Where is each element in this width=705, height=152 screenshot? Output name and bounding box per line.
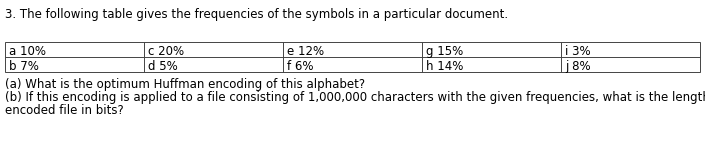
Text: i 3%: i 3% xyxy=(565,45,591,58)
Text: 3. The following table gives the frequencies of the symbols in a particular docu: 3. The following table gives the frequen… xyxy=(5,8,508,21)
Text: c 20%: c 20% xyxy=(148,45,184,58)
Text: b 7%: b 7% xyxy=(9,60,39,73)
Text: a 10%: a 10% xyxy=(9,45,46,58)
Text: encoded file in bits?: encoded file in bits? xyxy=(5,104,124,117)
Text: g 15%: g 15% xyxy=(426,45,463,58)
Text: (a) What is the optimum Huffman encoding of this alphabet?: (a) What is the optimum Huffman encoding… xyxy=(5,78,365,91)
Text: j 8%: j 8% xyxy=(565,60,591,73)
Text: d 5%: d 5% xyxy=(148,60,178,73)
Bar xyxy=(5,42,700,72)
Text: (b) If this encoding is applied to a file consisting of 1,000,000 characters wit: (b) If this encoding is applied to a fil… xyxy=(5,91,705,104)
Text: h 14%: h 14% xyxy=(426,60,463,73)
Text: e 12%: e 12% xyxy=(287,45,324,58)
Text: f 6%: f 6% xyxy=(287,60,314,73)
